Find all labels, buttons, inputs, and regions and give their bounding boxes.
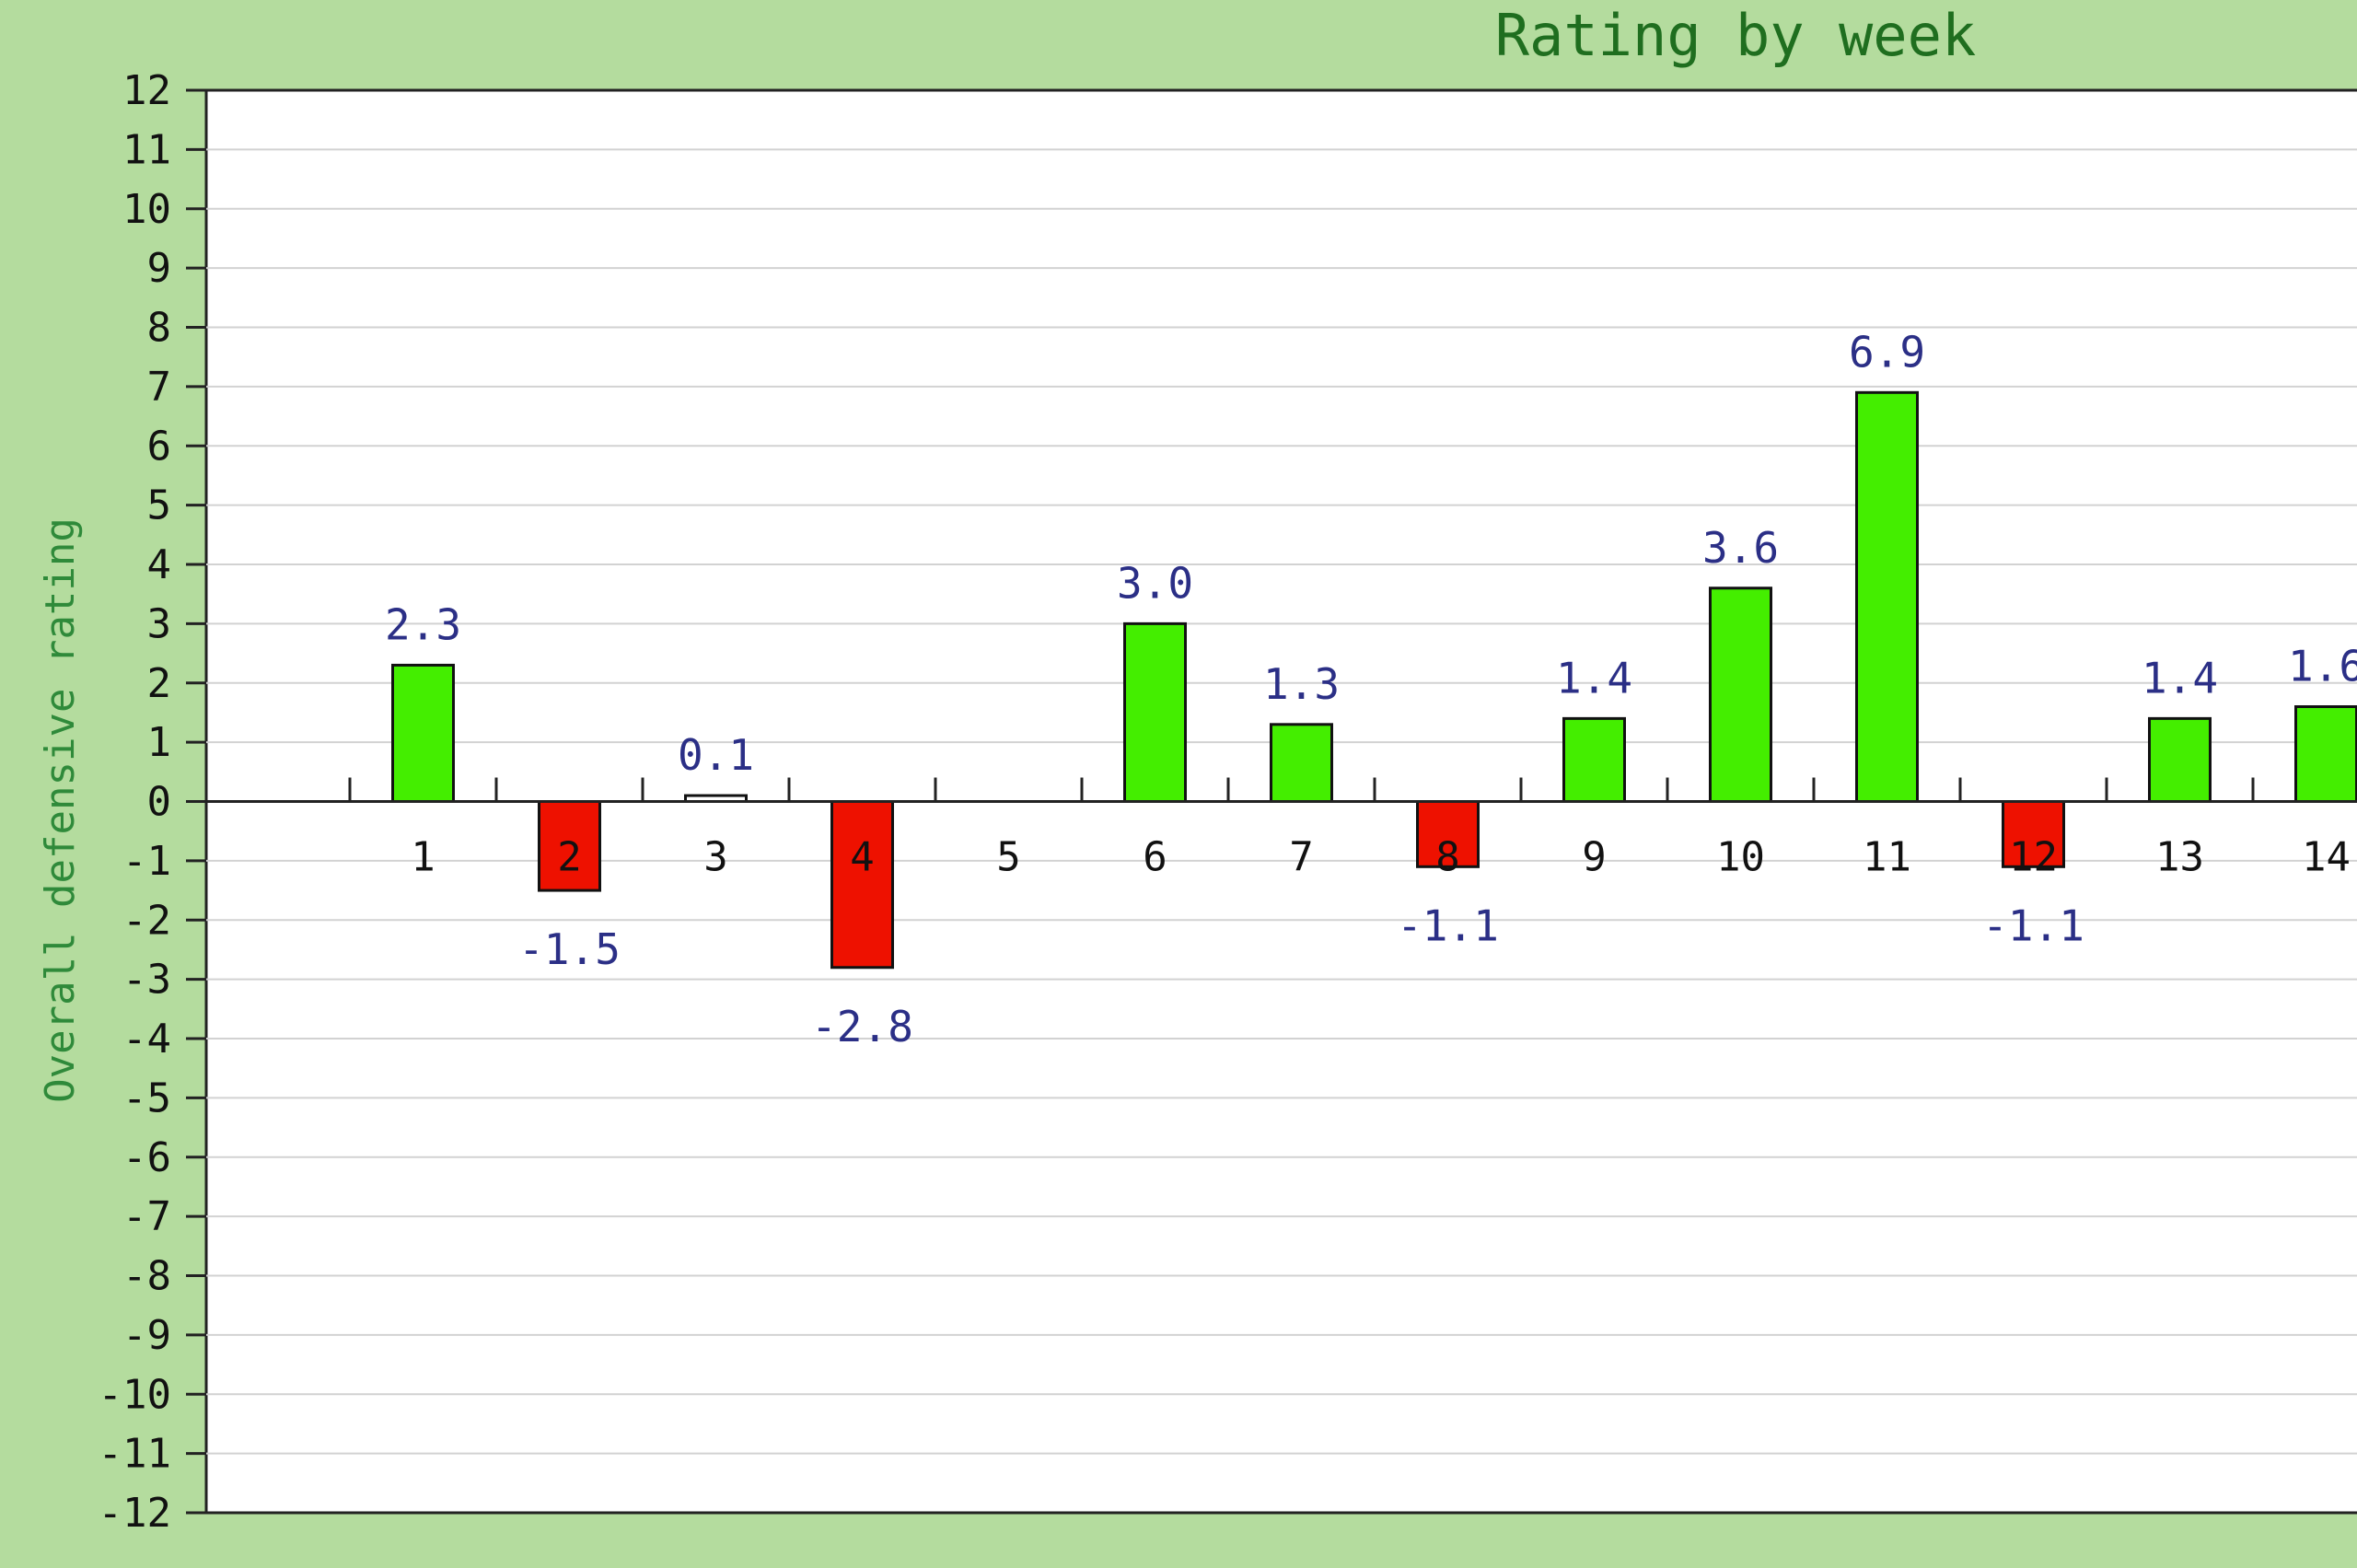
bars: [391, 390, 2357, 970]
x-tick-label: 4: [850, 834, 875, 881]
data-label: -1.1: [1397, 900, 1499, 950]
y-tick-label: 6: [147, 423, 172, 470]
data-label: -1.1: [1982, 900, 2084, 950]
data-label: 1.4: [2142, 653, 2218, 703]
y-tick-label: -7: [122, 1193, 171, 1240]
y-tick-label: 9: [147, 245, 172, 292]
bar: [1562, 716, 1626, 803]
data-label: 2.3: [385, 599, 461, 649]
y-tick-label: 0: [147, 779, 172, 826]
x-tick-label: 3: [703, 834, 728, 881]
x-tick-label: 7: [1289, 834, 1314, 881]
y-tick-label: 3: [147, 600, 172, 647]
y-tick-label: -3: [122, 957, 171, 1004]
data-label: 3.0: [1117, 558, 1193, 608]
x-tick-label: 13: [2155, 834, 2204, 881]
y-tick-label: -9: [122, 1312, 171, 1359]
y-tick-label: 11: [122, 126, 171, 173]
y-tick-label: 10: [122, 186, 171, 233]
y-axis: 1211109876543210-1-2-3-4-5-6-7-8-9-10-11…: [99, 67, 206, 1537]
x-tick-label: 9: [1582, 834, 1607, 881]
data-labels: 2.3 -1.5 0.1 -2.8 3.0 1.3 -1.1 1.4 3.6 6.9 -1.1 1.4…: [385, 327, 2357, 1051]
y-tick-label: -11: [99, 1431, 171, 1478]
y-tick-label: -6: [122, 1134, 171, 1181]
data-label: 1.4: [1556, 653, 1632, 703]
bar: [2148, 716, 2212, 803]
data-label: 1.6: [2288, 642, 2357, 691]
chart-title: Rating by week: [1495, 2, 1977, 69]
data-label: -2.8: [811, 1002, 913, 1051]
x-tick-label: 1: [411, 834, 435, 881]
x-tick-label: 5: [996, 834, 1021, 881]
x-tick-label: 2: [557, 834, 582, 881]
y-tick-label: 4: [147, 541, 172, 588]
grid-lines: [206, 148, 2357, 1455]
bar: [2294, 705, 2357, 803]
x-tick-label: 12: [2009, 834, 2058, 881]
y-axis-title: Overall defensive rating: [37, 517, 84, 1103]
x-tick-label: 10: [1716, 834, 1765, 881]
x-axis-labels: 1 2 3 4 5 6 7 8 9 10 11 12 13 14: [411, 834, 2351, 881]
data-label: 1.3: [1263, 659, 1340, 709]
bar: [830, 800, 894, 970]
data-label: 6.9: [1849, 327, 1925, 377]
data-label: 0.1: [678, 730, 754, 780]
bar: [1270, 723, 1333, 803]
y-tick-label: -4: [122, 1016, 171, 1063]
bar: [1123, 621, 1187, 803]
bar: [2002, 800, 2065, 868]
y-tick-label: 1: [147, 719, 172, 766]
y-tick-label: 7: [147, 364, 172, 411]
y-tick-label: -8: [122, 1253, 171, 1300]
y-tick-label: -1: [122, 838, 171, 885]
bar: [1855, 390, 1919, 803]
y-tick-label: -2: [122, 897, 171, 944]
x-tick-label: 11: [1863, 834, 1911, 881]
zero-axis: [206, 777, 2357, 803]
y-tick-label: 2: [147, 660, 172, 707]
y-tick-label: 5: [147, 482, 172, 529]
bar: [1709, 587, 1772, 803]
y-tick-label: 12: [122, 67, 171, 114]
bar: [391, 663, 455, 803]
data-label: 3.6: [1702, 523, 1779, 573]
x-tick-label: 6: [1143, 834, 1167, 881]
x-tick-label: 8: [1435, 834, 1460, 881]
x-tick-label: 14: [2302, 834, 2351, 881]
y-tick-label: -5: [122, 1074, 171, 1121]
y-tick-label: -12: [99, 1490, 171, 1537]
y-tick-label: 8: [147, 305, 172, 352]
y-tick-label: -10: [99, 1371, 171, 1418]
data-label: -1.5: [518, 924, 621, 974]
